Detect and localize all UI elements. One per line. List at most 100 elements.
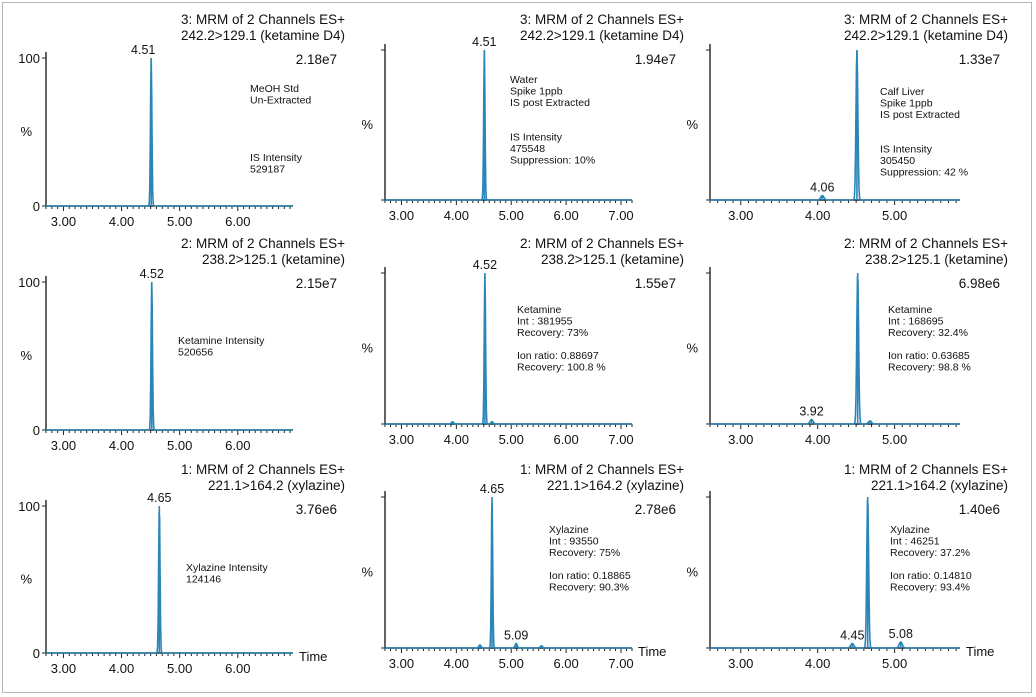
chromatogram-trace [710, 276, 960, 425]
x-tick-label: 5.00 [167, 214, 192, 229]
x-tick-label: 6.00 [553, 656, 578, 671]
annotation-text: IS Intensity [510, 132, 563, 144]
annotation-text: Xylazine Intensity [186, 562, 268, 574]
annotation-text: Ketamine Intensity [178, 335, 265, 347]
peak-label: 4.45 [840, 628, 864, 642]
peak-label: 4.52 [140, 267, 164, 281]
peak-label: 5.09 [504, 628, 528, 642]
annotation-text: Recovery: 90.3% [549, 582, 629, 594]
x-tick-label: 5.00 [499, 432, 524, 447]
x-tick-label: 7.00 [608, 656, 633, 671]
x-tick-label: 6.00 [225, 214, 250, 229]
x-tick-label: 4.00 [109, 214, 134, 229]
annotation-text: Recovery: 37.2% [890, 547, 970, 559]
chromatogram-panel-1: 3: MRM of 2 Channels ES+242.2>129.1 (ket… [18, 12, 345, 229]
annotation-text: Suppression: 42 % [880, 167, 968, 179]
annotation-text: 520656 [178, 347, 213, 359]
chromatogram-panel-4: 2: MRM of 2 Channels ES+238.2>125.1 (ket… [18, 236, 345, 453]
annotation-text: Recovery: 98.8 % [888, 362, 971, 374]
chromatogram-panel-9: 1: MRM of 2 Channels ES+221.1>164.2 (xyl… [686, 462, 1008, 671]
x-tick-label: 3.00 [389, 432, 414, 447]
chromatogram-panel-3: 3: MRM of 2 Channels ES+242.2>129.1 (ket… [686, 12, 1008, 223]
annotation-text: Xylazine [890, 524, 930, 536]
x-tick-label: 7.00 [608, 432, 633, 447]
annotation-text: IS post Extracted [880, 109, 960, 121]
panel-title-line: 1: MRM of 2 Channels ES+ [181, 462, 345, 477]
annotation-text: Ketamine [517, 304, 562, 316]
annotation-text: 475548 [510, 143, 545, 155]
peak-label: 4.65 [147, 491, 171, 505]
chromatogram-trace [46, 58, 293, 207]
chromatogram-panel-7: 1: MRM of 2 Channels ES+221.1>164.2 (xyl… [18, 462, 345, 676]
annotation-text: Recovery: 75% [549, 547, 620, 559]
panel-title-line: 238.2>125.1 (ketamine) [202, 252, 345, 267]
x-tick-label: 7.00 [608, 208, 633, 223]
annotation-text: Calf Liver [880, 86, 925, 98]
panel-title-line: 3: MRM of 2 Channels ES+ [181, 12, 345, 27]
annotation-text: Water [510, 74, 538, 86]
y-axis-label: % [361, 117, 373, 132]
annotation-text: Suppression: 10% [510, 155, 595, 167]
annotation-text: Ion ratio: 0.18865 [549, 570, 631, 582]
max-intensity-label: 2.18e7 [296, 52, 337, 67]
annotation-text: IS Intensity [250, 152, 303, 164]
y-tick-label: 100 [18, 499, 40, 514]
x-tick-label: 5.00 [882, 208, 907, 223]
x-tick-label: 4.00 [805, 656, 830, 671]
peak-label: 4.06 [810, 181, 834, 195]
x-axis-label: Time [966, 644, 994, 659]
y-tick-label: 0 [33, 423, 40, 438]
peak-label: 4.51 [131, 43, 155, 57]
x-axis-label: Time [638, 644, 666, 659]
annotation-text: Int : 93550 [549, 536, 599, 548]
x-tick-label: 4.00 [805, 208, 830, 223]
annotation-text: Xylazine [549, 524, 589, 536]
x-tick-label: 3.00 [389, 208, 414, 223]
x-tick-label: 6.00 [225, 661, 250, 676]
panel-title-line: 1: MRM of 2 Channels ES+ [520, 462, 684, 477]
chromatogram-trace [385, 275, 632, 425]
peak-label: 4.51 [472, 35, 496, 49]
x-tick-label: 3.00 [728, 656, 753, 671]
panel-title-line: 1: MRM of 2 Channels ES+ [844, 462, 1008, 477]
x-tick-label: 6.00 [553, 432, 578, 447]
y-axis-label: % [20, 572, 32, 587]
x-tick-label: 3.00 [389, 656, 414, 671]
x-tick-label: 4.00 [109, 661, 134, 676]
max-intensity-label: 6.98e6 [959, 276, 1000, 291]
chromatogram-panel-2: 3: MRM of 2 Channels ES+242.2>129.1 (ket… [361, 12, 684, 223]
annotation-text: Spike 1ppb [510, 86, 563, 98]
annotation-text: IS Intensity [880, 144, 933, 156]
y-axis-label: % [361, 341, 373, 356]
max-intensity-label: 1.94e7 [635, 52, 676, 67]
max-intensity-label: 1.40e6 [959, 502, 1000, 517]
panel-title-line: 3: MRM of 2 Channels ES+ [520, 12, 684, 27]
chromatogram-trace [46, 512, 293, 654]
panel-title-line: 242.2>129.1 (ketamine D4) [520, 28, 684, 43]
annotation-text: MeOH Std [250, 83, 299, 95]
x-tick-label: 5.00 [167, 661, 192, 676]
annotation-text: Un-Extracted [250, 95, 311, 107]
annotation-text: Recovery: 73% [517, 327, 588, 339]
x-tick-label: 6.00 [553, 208, 578, 223]
y-tick-label: 100 [18, 51, 40, 66]
chromatogram-trace [710, 500, 960, 649]
annotation-text: Int : 168695 [888, 316, 944, 328]
annotation-text: Recovery: 100.8 % [517, 362, 606, 374]
chromatogram-trace [385, 501, 632, 649]
x-tick-label: 5.00 [882, 656, 907, 671]
chromatogram-trace [710, 50, 960, 201]
panel-title-line: 242.2>129.1 (ketamine D4) [844, 28, 1008, 43]
chromatogram-panel-5: 2: MRM of 2 Channels ES+238.2>125.1 (ket… [361, 236, 684, 447]
annotation-text: 305450 [880, 155, 915, 167]
y-axis-label: % [686, 565, 698, 580]
chromatogram-trace [46, 282, 293, 431]
max-intensity-label: 2.15e7 [296, 276, 337, 291]
peak-label: 4.52 [473, 258, 497, 272]
peak-label: 5.08 [889, 627, 913, 641]
x-tick-label: 5.00 [882, 432, 907, 447]
x-tick-label: 5.00 [167, 438, 192, 453]
x-tick-label: 4.00 [109, 438, 134, 453]
y-axis-label: % [20, 124, 32, 139]
